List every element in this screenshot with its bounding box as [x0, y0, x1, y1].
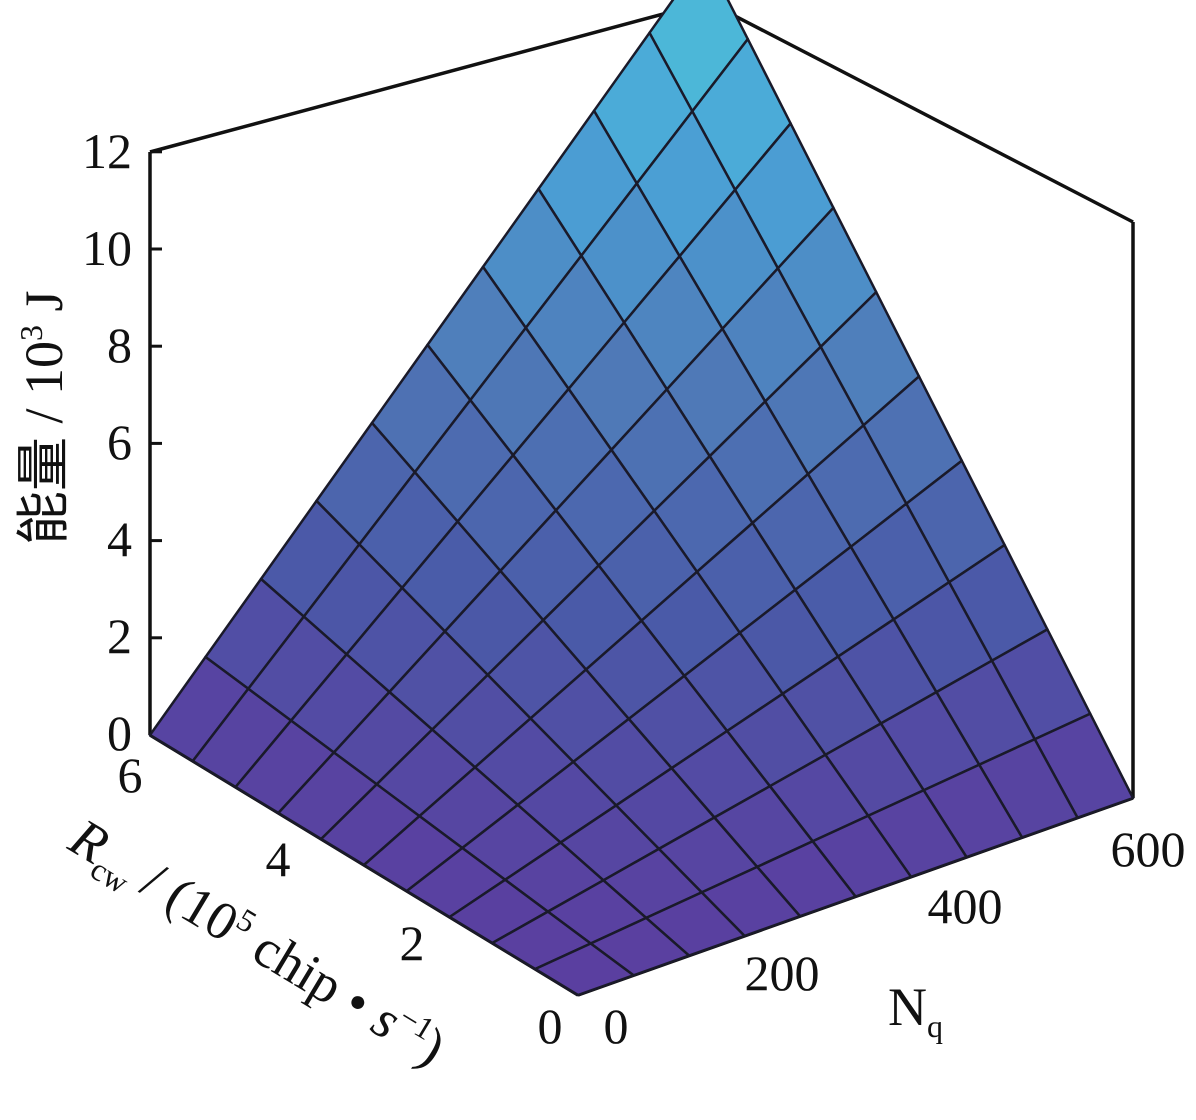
- z-tick-label: 10: [82, 220, 132, 276]
- y-tick-label: 0: [538, 998, 563, 1054]
- y-tick-label: 2: [400, 915, 425, 971]
- y-tick-labels: 6 4 2 0: [118, 747, 563, 1054]
- z-axis-label: 能量 / 103 J: [13, 290, 74, 545]
- y-tick-label: 4: [266, 831, 291, 887]
- back-top-edge-left: [149, 0, 709, 154]
- y-axis-label-prefix: / (10: [120, 843, 249, 953]
- x-tick-label: 600: [1111, 821, 1186, 877]
- z-axis-label-unit: J: [14, 290, 74, 325]
- z-tick-label: 0: [107, 705, 132, 761]
- y-axis-label-unit: chip •: [232, 910, 394, 1040]
- x-tick-labels: 0 200 400 600: [604, 821, 1186, 1054]
- x-tick-label: 200: [745, 945, 820, 1001]
- y-tick-label: 6: [118, 747, 143, 803]
- z-tick-label: 6: [107, 414, 132, 470]
- z-tick-label: 8: [107, 317, 132, 373]
- x-tick-label: 400: [928, 878, 1003, 934]
- z-tick-labels: 0 2 4 6 8 10 12: [82, 123, 132, 761]
- z-axis-label-text: 能量 / 10: [14, 341, 74, 545]
- z-tick-label: 2: [107, 608, 132, 664]
- x-tick-label: 0: [604, 998, 629, 1054]
- x-axis-label-sub: q: [927, 1008, 943, 1044]
- energy-surface: [148, 0, 1135, 997]
- z-tick-label: 12: [82, 123, 132, 179]
- z-axis-label-exponent: 3: [13, 325, 49, 341]
- x-axis-label: Nq: [888, 977, 943, 1044]
- x-axis-label-var: N: [888, 977, 927, 1037]
- z-tick-label: 4: [107, 511, 132, 567]
- back-top-edge-right: [707, 0, 1134, 224]
- surface-patch: [533, 942, 635, 997]
